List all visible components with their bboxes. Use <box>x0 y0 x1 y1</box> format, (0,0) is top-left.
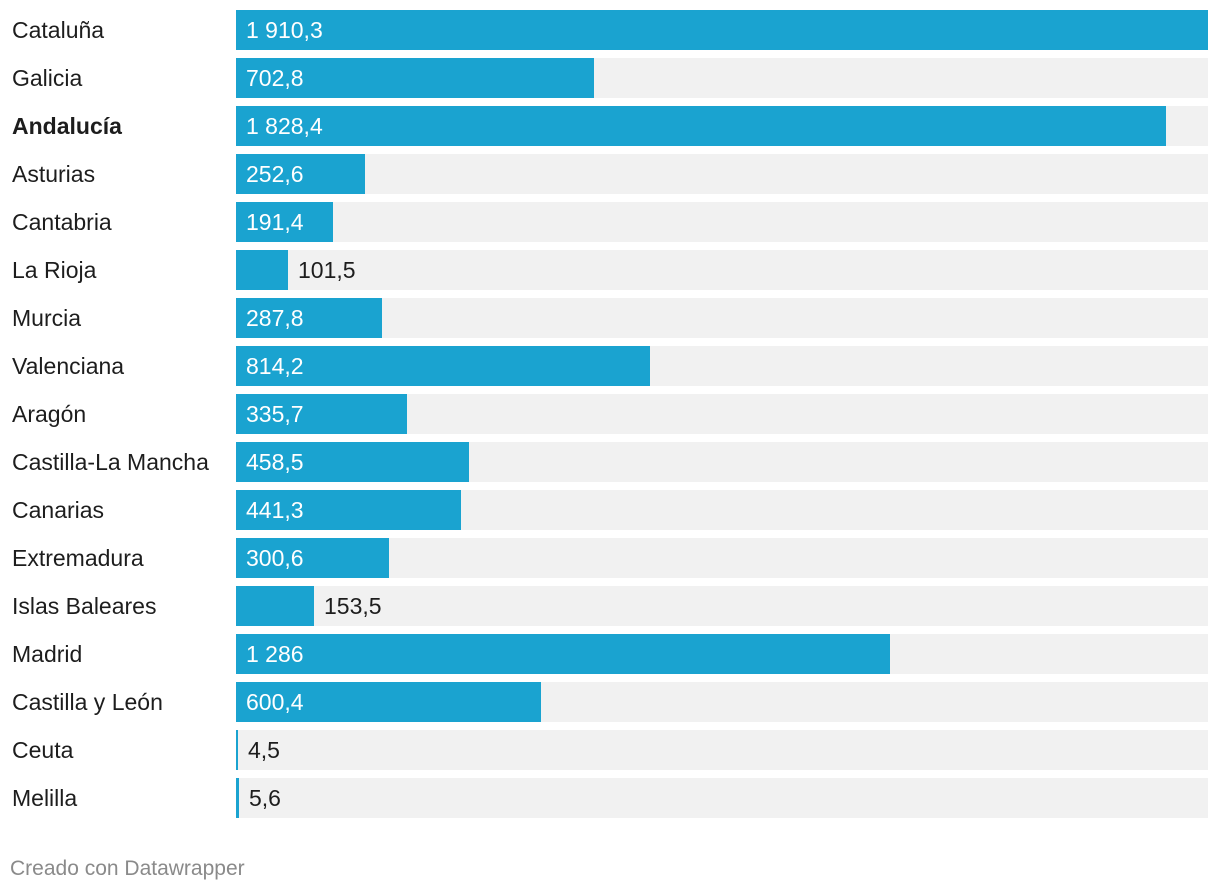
category-label: Asturias <box>12 161 96 187</box>
bar-row: Canarias 441,3 <box>0 490 1220 530</box>
value-label: 441,3 <box>246 497 304 523</box>
category-label: Andalucía <box>12 113 122 139</box>
bar-track <box>236 202 1208 242</box>
category-label: Murcia <box>12 305 82 331</box>
bar-track <box>236 730 1208 770</box>
bar-row: Ceuta 4,5 <box>0 730 1220 770</box>
bar-track <box>236 250 1208 290</box>
bar <box>236 730 238 770</box>
bar <box>236 778 239 818</box>
category-label: Cantabria <box>12 209 112 235</box>
bar <box>236 586 314 626</box>
value-label: 5,6 <box>249 785 281 811</box>
bar <box>236 346 650 386</box>
value-label: 814,2 <box>246 353 304 379</box>
value-label: 600,4 <box>246 689 304 715</box>
bar-track <box>236 154 1208 194</box>
bar <box>236 442 469 482</box>
bar-row: Madrid 1 286 <box>0 634 1220 674</box>
value-label: 252,6 <box>246 161 304 187</box>
bar <box>236 538 389 578</box>
value-label: 458,5 <box>246 449 304 475</box>
bar-row: Valenciana 814,2 <box>0 346 1220 386</box>
value-label: 300,6 <box>246 545 304 571</box>
bar-row: Castilla-La Mancha 458,5 <box>0 442 1220 482</box>
value-label: 191,4 <box>246 209 304 235</box>
value-label: 4,5 <box>248 737 280 763</box>
category-label: Aragón <box>12 401 87 427</box>
bar <box>236 490 461 530</box>
bar-track <box>236 538 1208 578</box>
bar-chart: Cataluña 1 910,3 Galicia 702,8 Andalucía 1 82… <box>0 10 1220 818</box>
bar <box>236 10 1208 50</box>
bar-row: Cantabria 191,4 <box>0 202 1220 242</box>
bar <box>236 250 288 290</box>
category-label: La Rioja <box>12 257 97 283</box>
value-label: 702,8 <box>246 65 304 91</box>
bar-track <box>236 778 1208 818</box>
category-label: Castilla-La Mancha <box>12 449 209 475</box>
bar-row: Cataluña 1 910,3 <box>0 10 1220 50</box>
bar <box>236 106 1166 146</box>
value-label: 335,7 <box>246 401 304 427</box>
bar-row: Galicia 702,8 <box>0 58 1220 98</box>
category-label: Cataluña <box>12 17 105 43</box>
bar <box>236 58 594 98</box>
category-label: Galicia <box>12 65 83 91</box>
value-label: 287,8 <box>246 305 304 331</box>
value-label: 1 286 <box>246 641 304 667</box>
bar-row: Murcia 287,8 <box>0 298 1220 338</box>
bar <box>236 154 365 194</box>
value-label: 1 828,4 <box>246 113 323 139</box>
bar <box>236 682 541 722</box>
bar-row: Islas Baleares 153,5 <box>0 586 1220 626</box>
bar-row: La Rioja 101,5 <box>0 250 1220 290</box>
bar <box>236 298 382 338</box>
category-label: Ceuta <box>12 737 74 763</box>
category-label: Islas Baleares <box>12 593 157 619</box>
bar-row: Asturias 252,6 <box>0 154 1220 194</box>
bar <box>236 634 890 674</box>
bar <box>236 394 407 434</box>
category-label: Madrid <box>12 641 83 667</box>
category-label: Melilla <box>12 785 78 811</box>
bar-track <box>236 586 1208 626</box>
bar-row: Castilla y León 600,4 <box>0 682 1220 722</box>
category-label: Canarias <box>12 497 105 523</box>
value-label: 153,5 <box>324 593 382 619</box>
category-label: Extremadura <box>12 545 144 571</box>
category-label: Valenciana <box>12 353 125 379</box>
value-label: 1 910,3 <box>246 17 323 43</box>
bar <box>236 202 333 242</box>
bar-row: Melilla 5,6 <box>0 778 1220 818</box>
category-label: Castilla y León <box>12 689 163 715</box>
bar-track <box>236 298 1208 338</box>
bar-row: Andalucía 1 828,4 <box>0 106 1220 146</box>
bar-row: Aragón 335,7 <box>0 394 1220 434</box>
value-label: 101,5 <box>298 257 356 283</box>
credit-text: Creado con Datawrapper <box>10 857 245 880</box>
bar-row: Extremadura 300,6 <box>0 538 1220 578</box>
